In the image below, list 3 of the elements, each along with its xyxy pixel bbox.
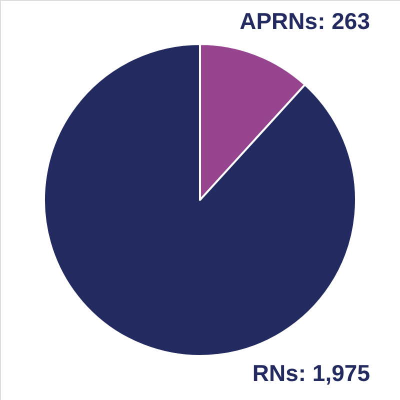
slice-label: APRNs: 263 — [240, 8, 370, 34]
pie-slice — [43, 43, 357, 357]
slice-label: RNs: 1,975 — [252, 360, 370, 386]
